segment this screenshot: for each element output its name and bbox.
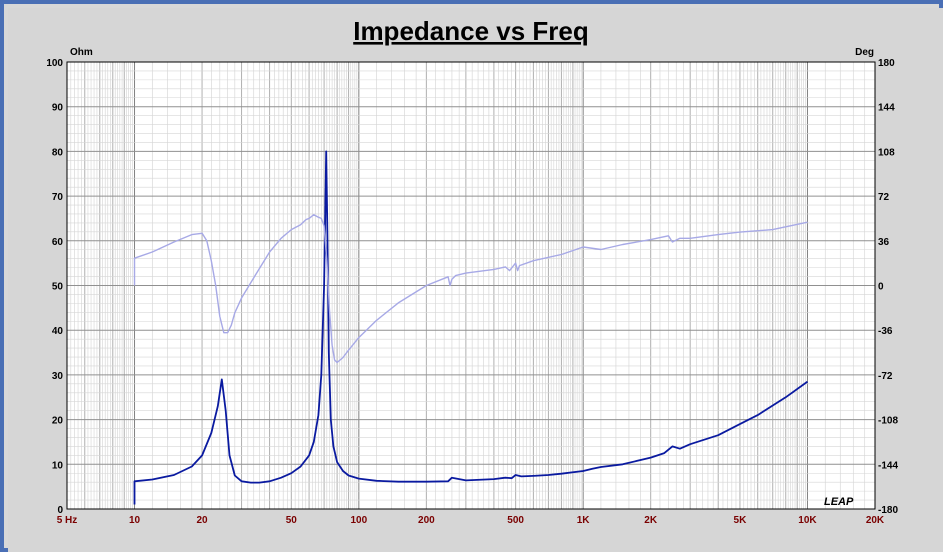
plot-border — [66, 61, 876, 510]
x-tick-label: 200 — [418, 515, 435, 526]
y-left-tick-label: 100 — [46, 58, 63, 69]
x-tick-label: 5 Hz — [57, 515, 78, 526]
y-right-tick-label: 108 — [878, 147, 895, 158]
y-left-tick-label: 50 — [52, 282, 64, 293]
x-tick-label: 5K — [734, 515, 748, 526]
x-tick-label: 10K — [798, 515, 817, 526]
series-group — [133, 150, 809, 505]
y-left-tick-label: 20 — [52, 416, 64, 427]
y-left-tick-label: 80 — [52, 147, 64, 158]
y-right-tick-label: -108 — [878, 416, 898, 427]
y-right-tick-label: 36 — [878, 237, 890, 248]
y-right-unit: Deg — [855, 47, 874, 58]
x-ticks: 5 Hz 10 20 50 100 200 500 1K 2K 5K 10K 20K — [57, 515, 885, 526]
y-right-tick-label: 0 — [878, 282, 884, 293]
y-right-tick-label: -72 — [878, 371, 893, 382]
y-right-ticks: -180 -144 -108 -72 -36 0 36 72 108 144 180 — [878, 58, 898, 516]
y-left-tick-label: 0 — [57, 505, 63, 516]
phase-curve — [133, 213, 808, 364]
y-left-tick-label: 70 — [52, 192, 64, 203]
y-left-tick-label: 90 — [52, 103, 64, 114]
y-right-tick-label: -36 — [878, 326, 893, 337]
y-left-tick-label: 10 — [52, 460, 64, 471]
y-left-unit: Ohm — [70, 47, 93, 58]
x-tick-label: 50 — [286, 515, 298, 526]
x-tick-label: 100 — [350, 515, 367, 526]
y-right-tick-label: 72 — [878, 192, 890, 203]
x-tick-label: 20 — [196, 515, 208, 526]
chart-title: Impedance vs Freq — [353, 16, 589, 46]
y-left-tick-label: 30 — [52, 371, 64, 382]
y-right-tick-label: 180 — [878, 58, 895, 69]
x-tick-label: 1K — [577, 515, 591, 526]
x-tick-label: 10 — [129, 515, 141, 526]
y-left-tick-label: 40 — [52, 326, 64, 337]
x-tick-label: 500 — [507, 515, 524, 526]
y-right-tick-label: 144 — [878, 103, 895, 114]
leap-logo: LEAP — [824, 496, 854, 508]
y-right-tick-label: -144 — [878, 460, 898, 471]
y-left-ticks: 0 10 20 30 40 50 60 70 80 90 100 — [46, 58, 63, 516]
x-tick-label: 2K — [644, 515, 658, 526]
impedance-curve — [133, 150, 809, 505]
y-left-tick-label: 60 — [52, 237, 64, 248]
x-tick-label: 20K — [866, 515, 885, 526]
y-right-tick-label: -180 — [878, 505, 898, 516]
